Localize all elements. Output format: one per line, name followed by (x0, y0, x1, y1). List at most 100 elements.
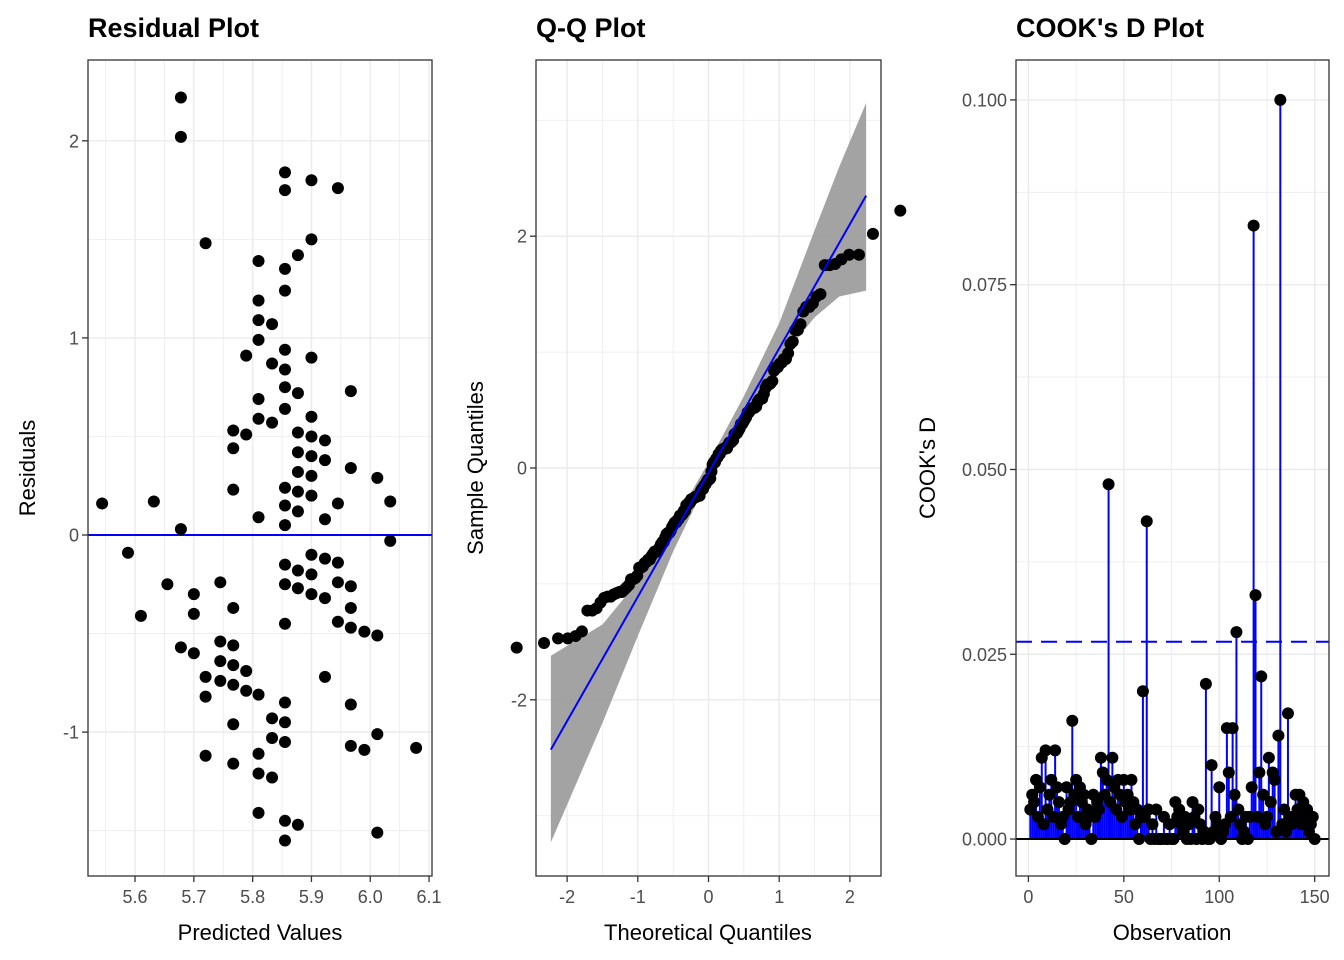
residual-point (252, 294, 265, 307)
residual-point (266, 712, 279, 725)
cooks-point (1249, 589, 1262, 602)
residual-point (384, 534, 397, 547)
residual-point (318, 670, 331, 683)
residual-point (291, 426, 304, 439)
cooks-y-tick-label: 0.050 (962, 460, 1007, 480)
residual-point (291, 485, 304, 498)
residual-point (252, 806, 265, 819)
residual-point (161, 578, 174, 591)
residual-point (252, 511, 265, 524)
qq-y-axis: -2 0 2 (511, 227, 536, 710)
cooks-point (1274, 93, 1287, 106)
cooks-point (1306, 810, 1319, 823)
cooks-point (1039, 744, 1052, 757)
residual-point (96, 497, 109, 510)
qq-point (843, 248, 856, 261)
cooks-x-axis: 0 50 100 150 (1023, 876, 1330, 907)
residual-point (187, 588, 200, 601)
cooks-point (1072, 810, 1085, 823)
cooks-point (1125, 773, 1138, 786)
residual-point (344, 462, 357, 474)
residual-point (266, 771, 279, 784)
residual-point (278, 814, 291, 827)
residual-x-tick-label: 5.6 (123, 887, 148, 907)
cooks-d-plot-panel: COOK's D Plot 0 50 100 150 0.0000.0250.0500… (915, 13, 1330, 945)
cooks-point (1146, 818, 1159, 831)
residual-point (291, 465, 304, 478)
cooks-point (1049, 744, 1062, 757)
cooks-point (1245, 781, 1258, 794)
cooks-point (1077, 788, 1090, 801)
residual-point (410, 741, 423, 754)
qq-x-tick-label: 1 (774, 887, 784, 907)
cooks-point (1060, 781, 1073, 794)
residual-point (305, 548, 318, 561)
residual-point (278, 284, 291, 297)
residual-point (278, 363, 291, 376)
cooks-point (1115, 810, 1128, 823)
cooks-point (1262, 751, 1275, 764)
residual-point (252, 333, 265, 346)
qq-reference-line (549, 195, 868, 751)
cooks-point (1247, 219, 1260, 232)
cooks-x-tick-label: 50 (1114, 887, 1134, 907)
residual-point (291, 582, 304, 595)
cooks-point (1260, 810, 1273, 823)
residual-point (174, 523, 187, 536)
cooks-point (1253, 766, 1266, 779)
residual-point (331, 182, 344, 195)
residual-point (147, 495, 160, 508)
cooks-points (1024, 93, 1321, 846)
qq-x-tick-label: 0 (703, 887, 713, 907)
residual-point (278, 184, 291, 197)
residual-point (318, 552, 331, 565)
cooks-point (1224, 810, 1237, 823)
cooks-point (1226, 722, 1239, 735)
cooks-point (1106, 751, 1119, 764)
cooks-point (1199, 677, 1212, 690)
cooks-point (1150, 803, 1163, 816)
residual-point (252, 767, 265, 780)
cooks-point (1232, 803, 1245, 816)
cooks-d-plot-title: COOK's D Plot (1016, 13, 1204, 43)
qq-point (794, 318, 807, 331)
residual-x-tick-label: 6.0 (358, 887, 383, 907)
cooks-point (1028, 796, 1041, 809)
residual-point (331, 615, 344, 628)
residual-point (291, 564, 304, 577)
residual-point (134, 609, 147, 622)
residual-point (252, 412, 265, 425)
residual-point (278, 519, 291, 532)
residual-point (240, 684, 253, 697)
residual-point (344, 698, 357, 711)
qq-plot-title: Q-Q Plot (536, 13, 646, 43)
qq-point (782, 347, 795, 360)
residual-point (291, 446, 304, 459)
cooks-point (1272, 729, 1285, 742)
cooks-y-tick-label: 0.000 (962, 830, 1007, 850)
residual-point (266, 318, 279, 331)
residual-point (240, 665, 253, 678)
residual-point (278, 834, 291, 847)
qq-x-tick-label: -1 (630, 887, 646, 907)
qq-y-tick-label: 0 (517, 459, 527, 479)
cooks-y-axis-title: COOK's D (915, 417, 940, 519)
residual-point (199, 749, 212, 762)
residual-point (199, 690, 212, 703)
residual-point (227, 639, 240, 652)
residual-point (187, 647, 200, 660)
residual-point (305, 174, 318, 187)
residual-point (305, 568, 318, 581)
residual-point (318, 513, 331, 526)
residual-point (305, 351, 318, 364)
residual-point (227, 601, 240, 614)
cooks-point (1230, 626, 1243, 639)
cooks-point (1102, 478, 1115, 491)
qq-x-tick-label: 2 (845, 887, 855, 907)
residual-point (305, 430, 318, 443)
cooks-y-tick-label: 0.075 (962, 275, 1007, 295)
cooks-point (1136, 685, 1149, 698)
qq-point (510, 641, 523, 654)
cooks-point (1094, 751, 1107, 764)
